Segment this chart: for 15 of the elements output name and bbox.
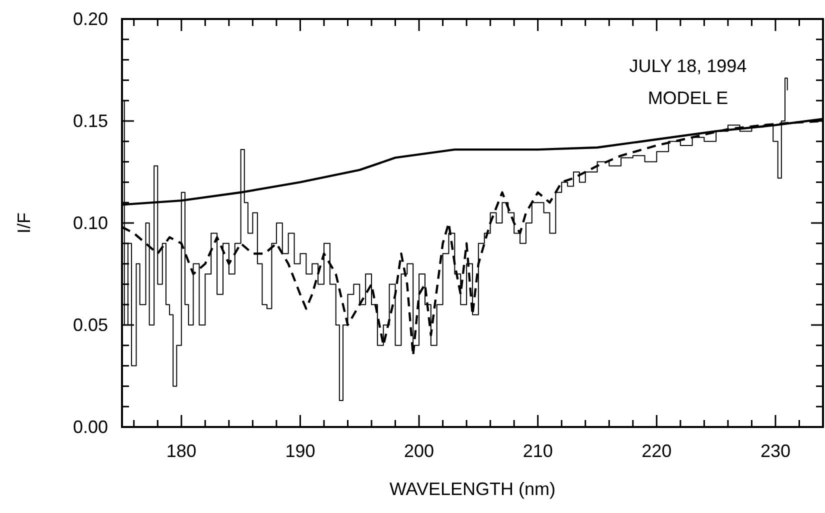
y-tick-label: 0.05 [72, 315, 108, 335]
x-axis-title: WAVELENGTH (nm) [389, 479, 556, 499]
x-tick-label: 230 [760, 441, 790, 461]
x-tick-label: 180 [166, 441, 196, 461]
x-tick-label: 220 [642, 441, 672, 461]
y-axis-title: I/F [14, 212, 34, 234]
y-tick-label: 0.15 [72, 111, 108, 131]
y-tick-label: 0.10 [72, 213, 108, 233]
x-tick-label: 210 [522, 441, 553, 461]
x-tick-label: 200 [404, 441, 434, 461]
annotation: MODEL E [648, 88, 728, 108]
annotation: JULY 18, 1994 [629, 56, 747, 76]
x-tick-label: 190 [285, 441, 316, 461]
y-tick-label: 0.20 [72, 9, 108, 29]
y-tick-label: 0.00 [72, 417, 108, 437]
